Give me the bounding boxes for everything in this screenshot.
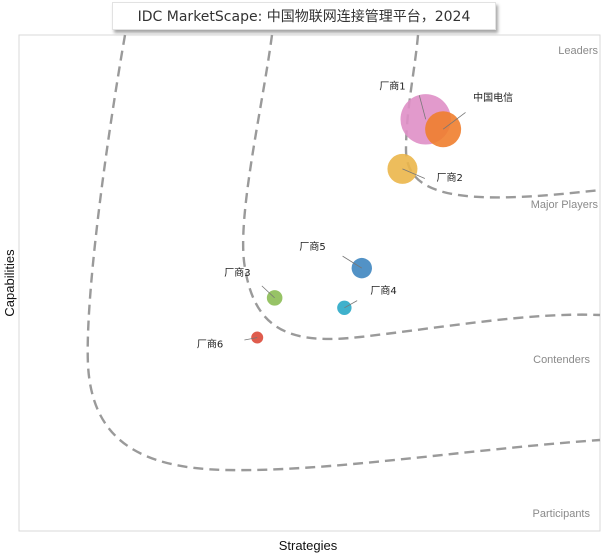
chart-title: IDC MarketScape: 中国物联网连接管理平台，2024 [112,2,496,30]
data-point-label: 厂商4 [370,284,396,297]
data-label-leader-line [244,337,258,341]
data-label-leader-line [261,285,275,299]
data-point-label: 厂商3 [224,266,250,279]
x-axis-label: Strategies [279,538,338,553]
data-label-leader-line [342,255,363,269]
y-axis-label: Capabilities [2,249,17,317]
data-points [251,94,462,344]
data-point-label: 厂商5 [299,240,325,253]
data-label-leader-line [402,168,426,179]
segment-label-major-players: Major Players [531,199,599,211]
data-label-leader-line [344,300,358,309]
segment-label-participants: Participants [533,508,591,520]
major-players-boundary [241,34,601,341]
segment-label-contenders: Contenders [533,354,590,366]
data-point-label: 中国电信 [473,91,513,104]
data-label-leader-line [418,95,427,120]
plot-frame [18,34,601,532]
contenders-boundary [86,34,601,472]
segment-label-leaders: Leaders [558,45,598,57]
data-point-label: 厂商2 [436,171,462,184]
data-point-label: 厂商6 [197,338,223,351]
data-label-leader-line [442,112,466,130]
data-point-label: 厂商1 [379,79,405,92]
